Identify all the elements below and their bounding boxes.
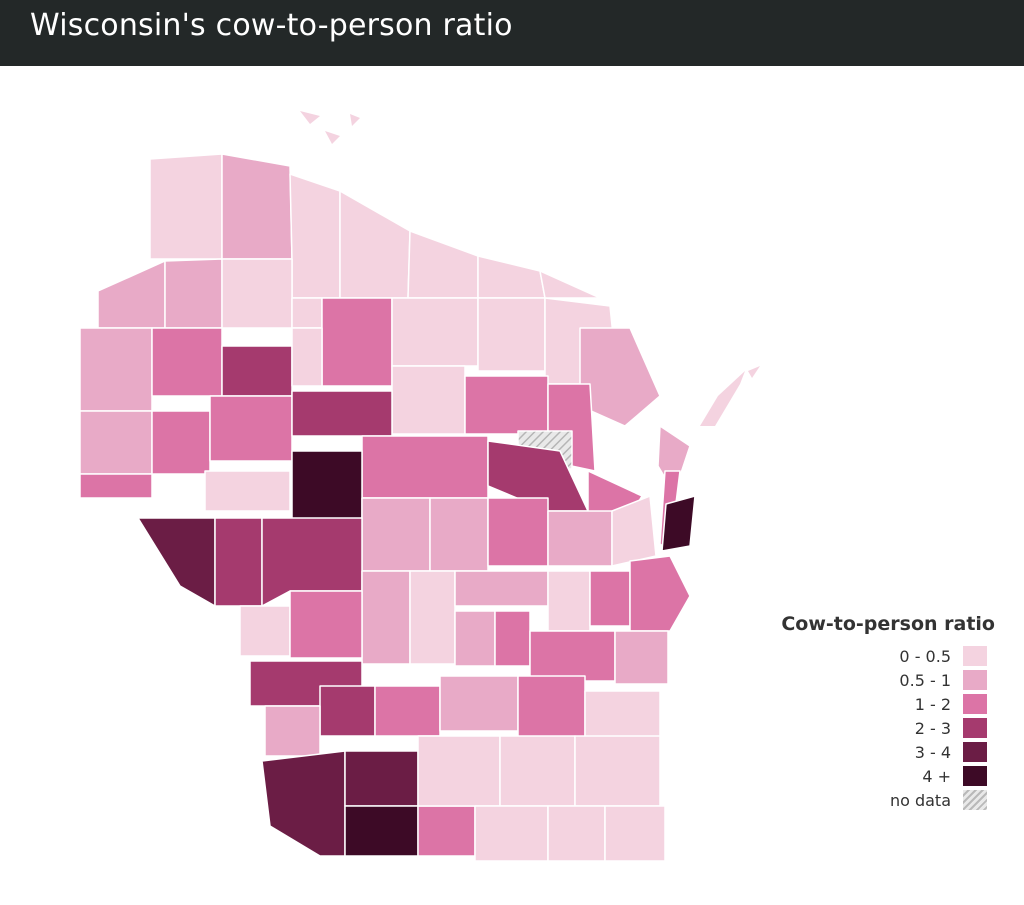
legend-item: 4 +: [760, 765, 995, 789]
county-region: [344, 750, 419, 807]
county-region: [289, 590, 363, 659]
county-region: [209, 395, 293, 462]
county-region: [239, 605, 291, 657]
county-region: [79, 473, 153, 499]
page-title: Wisconsin's cow-to-person ratio: [30, 8, 513, 43]
county-region: [574, 735, 661, 807]
county-region: [454, 570, 549, 607]
county-region: [539, 270, 601, 299]
county-region: [264, 705, 321, 757]
county-region: [261, 750, 346, 857]
legend-item: 1 - 2: [760, 693, 995, 717]
legend-item: 3 - 4: [760, 741, 995, 765]
county-region: [547, 510, 613, 567]
county-region: [137, 517, 216, 607]
county-region: [321, 297, 393, 387]
legend-item-label: 2 - 3: [914, 719, 951, 738]
county-region: [407, 230, 479, 299]
county-region: [474, 805, 549, 862]
county-region: [604, 805, 666, 862]
legend-swatch: [963, 694, 987, 714]
county-region: [611, 495, 657, 567]
county-region: [499, 735, 576, 807]
county-region: [149, 153, 223, 260]
county-region: [344, 805, 419, 857]
legend-item-label: 4 +: [922, 767, 951, 786]
county-region: [374, 685, 441, 737]
legend-swatch: [963, 790, 987, 810]
county-region: [409, 570, 456, 665]
county-region: [221, 153, 293, 260]
county-region: [464, 375, 549, 435]
legend-item: 0 - 0.5: [760, 645, 995, 669]
county-region: [517, 675, 586, 742]
county-region: [661, 495, 696, 552]
county-region: [477, 297, 546, 372]
legend-item: no data: [760, 789, 995, 813]
county-region: [291, 390, 393, 437]
county-region: [361, 497, 431, 572]
county-region: [291, 327, 323, 387]
county-region: [361, 435, 489, 499]
county-region: [529, 630, 616, 682]
county-region: [614, 630, 669, 685]
county-region: [221, 345, 293, 397]
county-region: [547, 570, 591, 632]
county-region: [494, 610, 531, 667]
title-bar: Wisconsin's cow-to-person ratio: [0, 0, 1024, 66]
legend-swatch: [963, 646, 987, 666]
legend-item-label: 0.5 - 1: [899, 671, 951, 690]
county-region: [429, 497, 489, 572]
county-region: [289, 173, 341, 299]
county-region: [221, 258, 293, 329]
county-region: [417, 805, 476, 857]
county-region: [547, 805, 606, 862]
county-region: [454, 610, 496, 667]
county-region: [151, 410, 211, 475]
legend-swatch: [963, 742, 987, 762]
county-region: [214, 517, 263, 607]
legend-item-label: 0 - 0.5: [899, 647, 951, 666]
county-region: [79, 410, 153, 475]
legend-item: 2 - 3: [760, 717, 995, 741]
county-region: [391, 297, 479, 367]
county-region: [361, 570, 411, 665]
legend-swatch: [963, 766, 987, 786]
county-region: [97, 260, 166, 329]
legend-item-label: no data: [889, 791, 951, 810]
county-region: [291, 297, 323, 329]
county-region: [477, 255, 546, 299]
county-region: [204, 470, 291, 512]
county-region: [487, 497, 549, 567]
county-region: [439, 675, 519, 732]
map-area: [0, 66, 1024, 905]
island-shape: [325, 131, 340, 144]
wisconsin-county-map: [79, 111, 760, 862]
county-region: [151, 327, 223, 397]
county-region: [391, 365, 466, 435]
county-region: [584, 690, 661, 742]
legend-title: Cow-to-person ratio: [781, 613, 995, 635]
county-region: [79, 327, 153, 412]
island-shape: [700, 371, 745, 426]
legend-item-label: 1 - 2: [914, 695, 951, 714]
legend-item: 0.5 - 1: [760, 669, 995, 693]
county-region: [417, 735, 501, 807]
county-region: [589, 570, 631, 627]
county-region: [339, 190, 411, 299]
legend-swatch: [963, 718, 987, 738]
island-shape: [748, 366, 760, 378]
island-shape: [300, 111, 320, 124]
legend-swatch: [963, 670, 987, 690]
county-region: [164, 258, 223, 329]
island-shape: [350, 114, 360, 126]
county-region: [319, 685, 376, 737]
legend-item-label: 3 - 4: [914, 743, 951, 762]
county-region: [629, 555, 691, 632]
